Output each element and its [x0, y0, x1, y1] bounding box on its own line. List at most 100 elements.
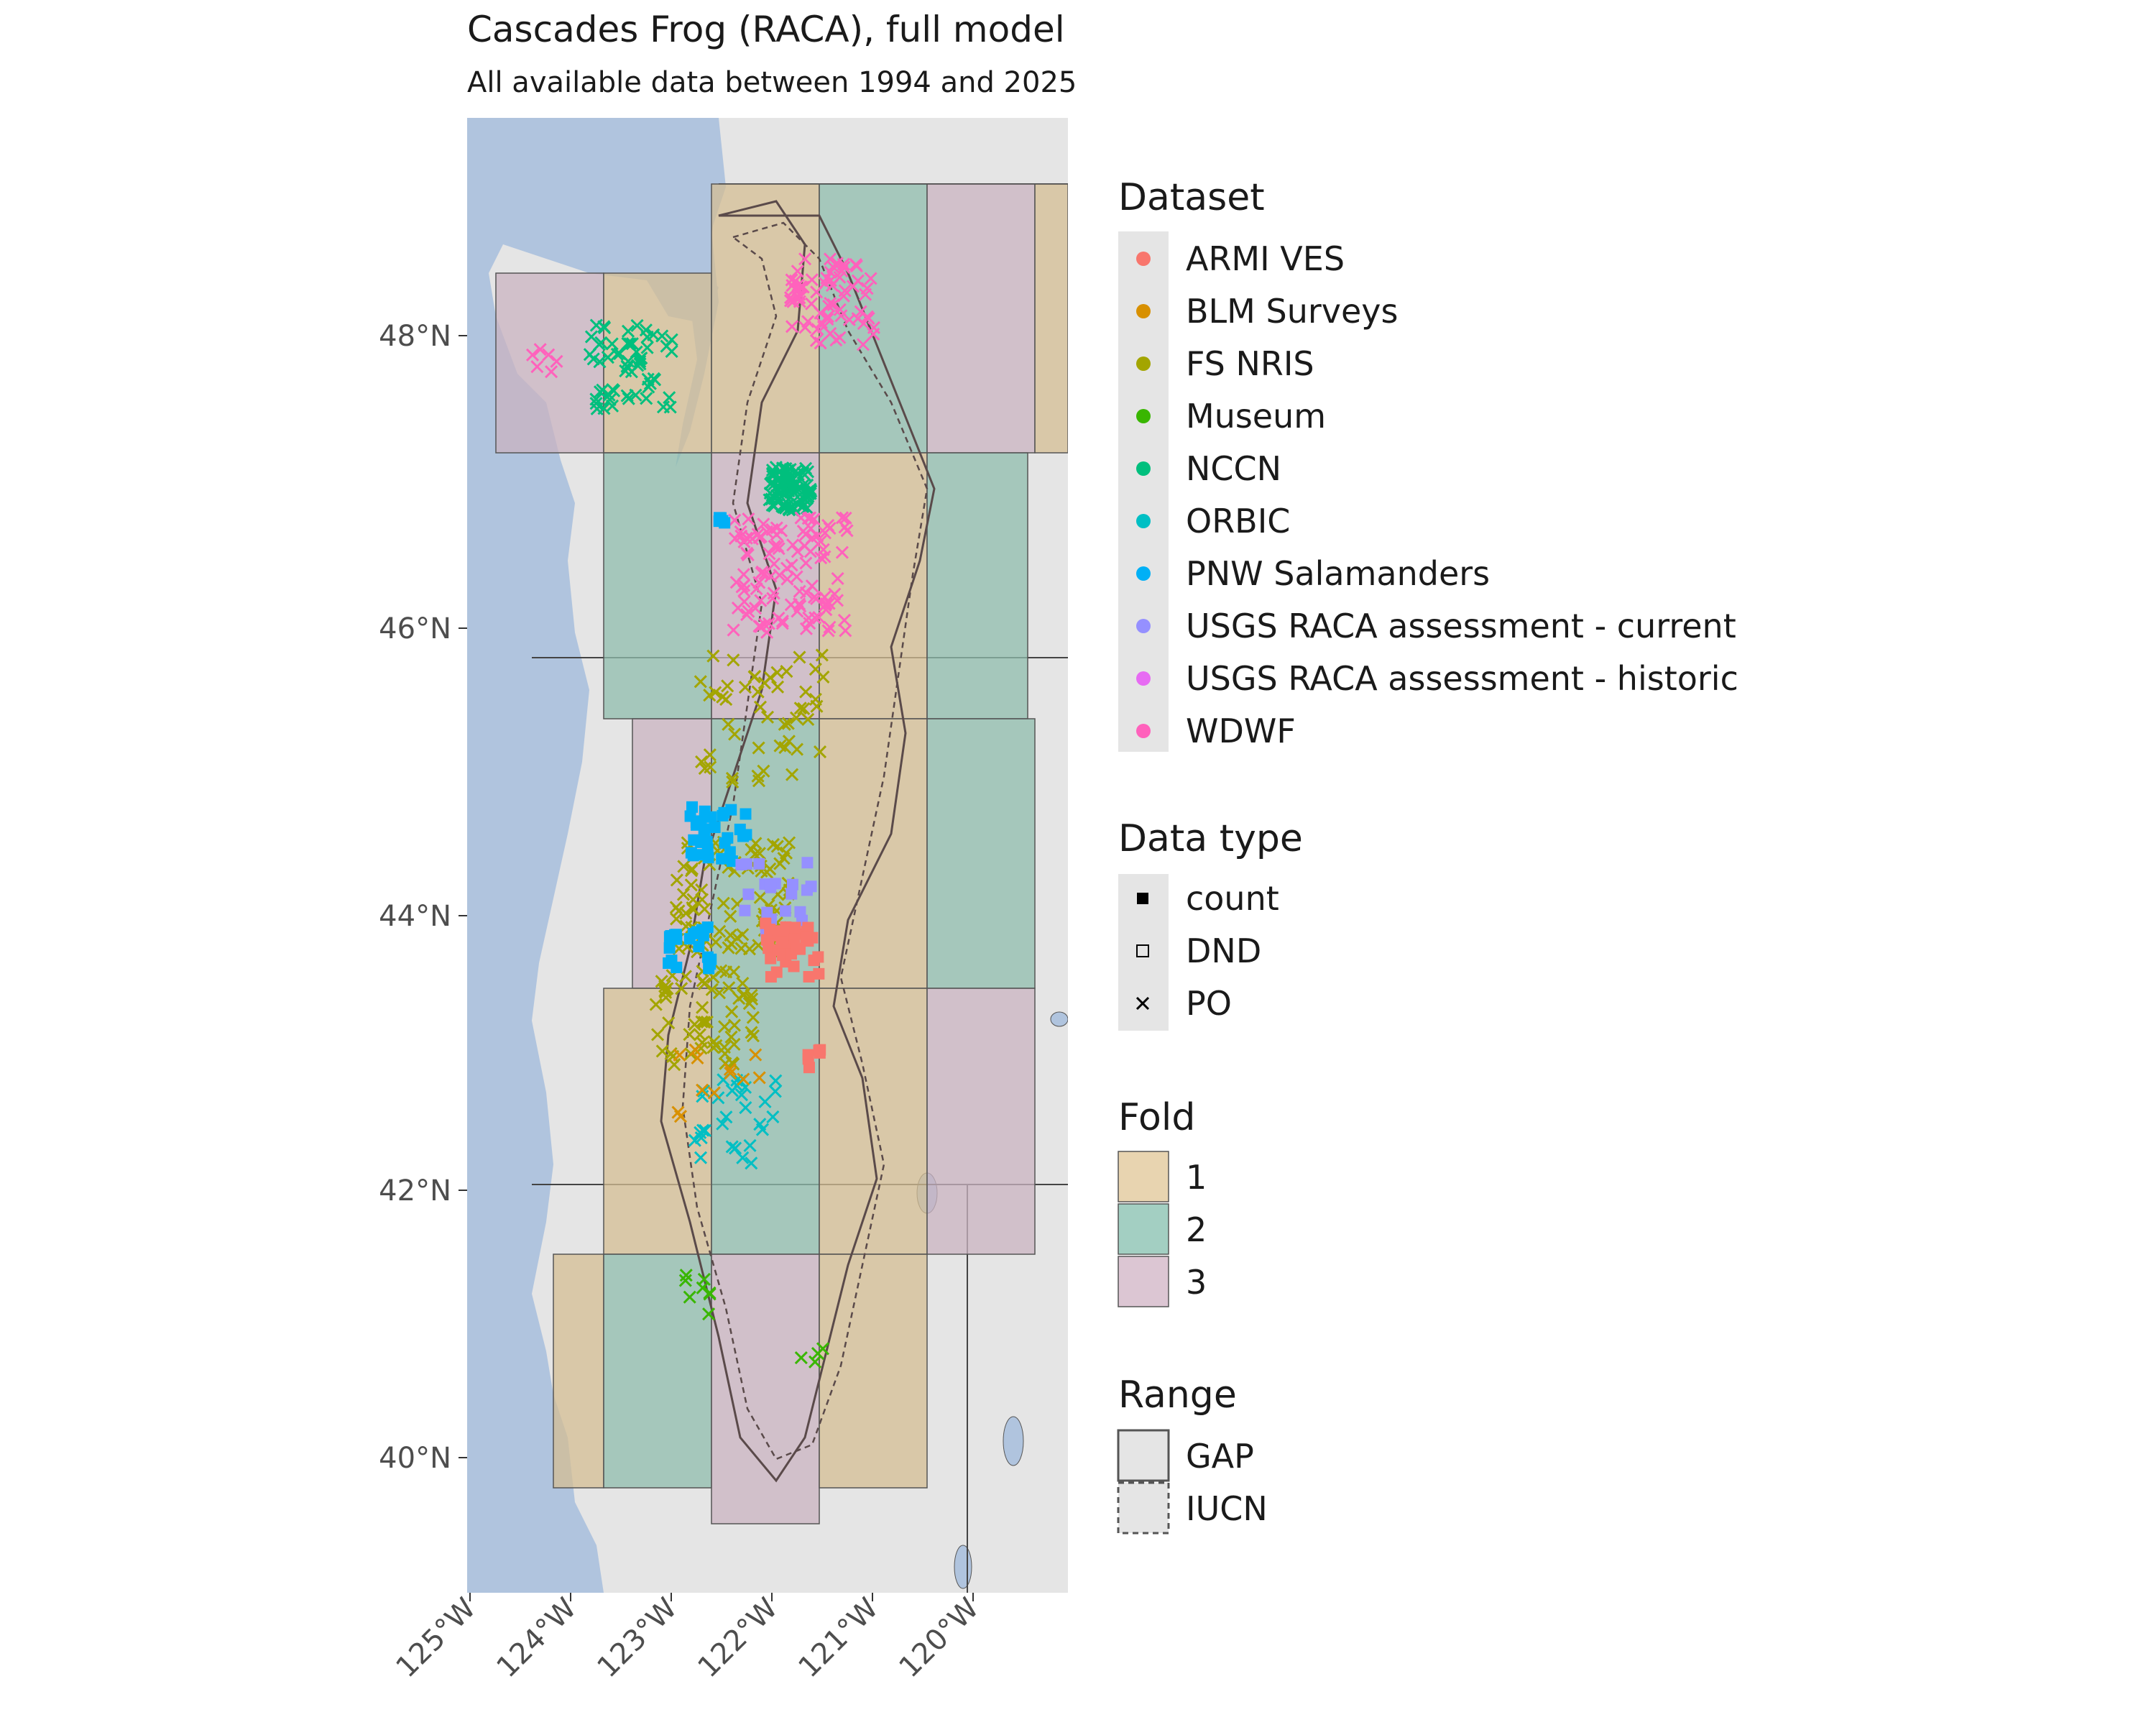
occurrence-point — [835, 264, 849, 278]
occurrence-point — [788, 477, 802, 491]
occurrence-point — [758, 617, 772, 631]
dnd-swatch — [1136, 944, 1149, 957]
occurrence-point — [779, 846, 793, 860]
occurrence-point — [716, 1117, 729, 1131]
occurrence-point — [740, 608, 754, 622]
occurrence-point — [621, 324, 635, 338]
occurrence-point — [719, 965, 733, 979]
dataset-label-5: ORBIC — [1186, 502, 1290, 540]
occurrence-point — [789, 921, 801, 934]
occurrence-point — [742, 604, 755, 618]
occurrence-point — [688, 1043, 702, 1057]
occurrence-point — [707, 1086, 721, 1100]
occurrence-point — [725, 1005, 739, 1018]
occurrence-point — [640, 341, 654, 354]
occurrence-point — [745, 1156, 758, 1170]
occurrence-point — [801, 857, 814, 869]
dataset-swatch-2 — [1136, 356, 1151, 371]
occurrence-point — [798, 492, 811, 506]
occurrence-point — [778, 717, 791, 731]
occurrence-point — [757, 764, 770, 778]
occurrence-point — [814, 306, 827, 320]
occurrence-point — [727, 1037, 741, 1052]
occurrence-point — [752, 741, 765, 755]
occurrence-point — [783, 836, 796, 850]
occurrence-point — [775, 615, 789, 628]
occurrence-point — [808, 692, 822, 707]
occurrence-point — [752, 1071, 766, 1085]
occurrence-point — [663, 942, 676, 954]
occurrence-point — [686, 903, 700, 916]
occurrence-point — [785, 320, 799, 334]
occurrence-point — [699, 1123, 712, 1138]
occurrence-point — [745, 1026, 758, 1039]
occurrence-point — [846, 280, 860, 293]
occurrence-point — [798, 321, 812, 334]
occurrence-point — [833, 303, 847, 316]
dataset-swatch-0 — [1136, 252, 1151, 266]
occurrence-point — [826, 260, 840, 274]
occurrence-point — [688, 834, 700, 846]
legend-range: Range GAP IUCN — [1117, 1374, 1268, 1535]
fold-grid — [495, 183, 1068, 1524]
occurrence-point — [808, 1355, 822, 1368]
occurrence-point — [691, 1051, 704, 1064]
occurrence-point — [793, 584, 806, 598]
occurrence-point — [781, 497, 796, 511]
occurrence-point — [823, 620, 837, 634]
gap-range-outline — [660, 200, 936, 1483]
occurrence-point — [693, 940, 705, 952]
occurrence-point — [706, 649, 720, 663]
y-tick-48: 48°N — [379, 320, 451, 353]
x-tick-122: 122°W — [691, 1592, 784, 1685]
occurrence-point — [701, 921, 714, 934]
dataset-label-2: FS NRIS — [1186, 344, 1314, 383]
po-swatch — [1135, 996, 1150, 1011]
occurrence-point — [687, 850, 699, 862]
occurrence-point — [781, 464, 795, 478]
occurrence-point — [533, 343, 547, 356]
occurrence-point — [791, 290, 806, 304]
occurrence-point — [695, 1015, 709, 1029]
occurrence-point — [704, 760, 717, 774]
occurrence-point — [734, 1088, 748, 1102]
pacific-ocean — [467, 118, 719, 1593]
occurrence-point — [736, 1151, 750, 1164]
occurrence-point — [786, 538, 800, 552]
dataset-swatch-3 — [1136, 409, 1151, 423]
occurrence-point — [790, 570, 803, 584]
occurrence-point — [701, 836, 713, 848]
occurrence-point — [831, 571, 844, 586]
occurrence-point — [663, 931, 676, 943]
occurrence-point — [601, 351, 614, 364]
occurrence-point — [799, 685, 813, 699]
occurrence-point — [816, 543, 830, 556]
occurrence-point — [774, 524, 788, 538]
occurrence-point — [766, 469, 780, 483]
occurrence-point — [742, 512, 755, 526]
occurrence-point — [788, 960, 800, 972]
occurrence-point — [695, 755, 709, 769]
occurrence-point — [754, 594, 768, 607]
occurrence-point — [709, 822, 721, 834]
occurrence-point — [755, 566, 768, 580]
fold-3-swatch — [1118, 1256, 1169, 1307]
occurrence-point — [696, 1000, 709, 1014]
occurrence-point — [779, 905, 791, 917]
occurrence-point — [797, 702, 811, 716]
occurrence-point — [594, 336, 608, 349]
occurrence-point — [705, 811, 717, 823]
occurrence-point — [724, 909, 737, 924]
occurrence-point — [793, 702, 807, 715]
occurrence-point — [605, 337, 619, 351]
plot-subtitle: All available data between 1994 and 2025 — [467, 66, 1077, 99]
occurrence-point — [642, 380, 655, 394]
occurrence-point — [721, 679, 734, 693]
occurrence-point — [802, 1053, 814, 1065]
occurrence-point — [702, 1307, 716, 1321]
occurrence-point — [590, 402, 604, 415]
legend-dataset-title: Dataset — [1118, 176, 1265, 219]
occurrence-point — [838, 520, 852, 534]
occurrence-point — [782, 735, 796, 748]
occurrence-point — [651, 1028, 665, 1041]
